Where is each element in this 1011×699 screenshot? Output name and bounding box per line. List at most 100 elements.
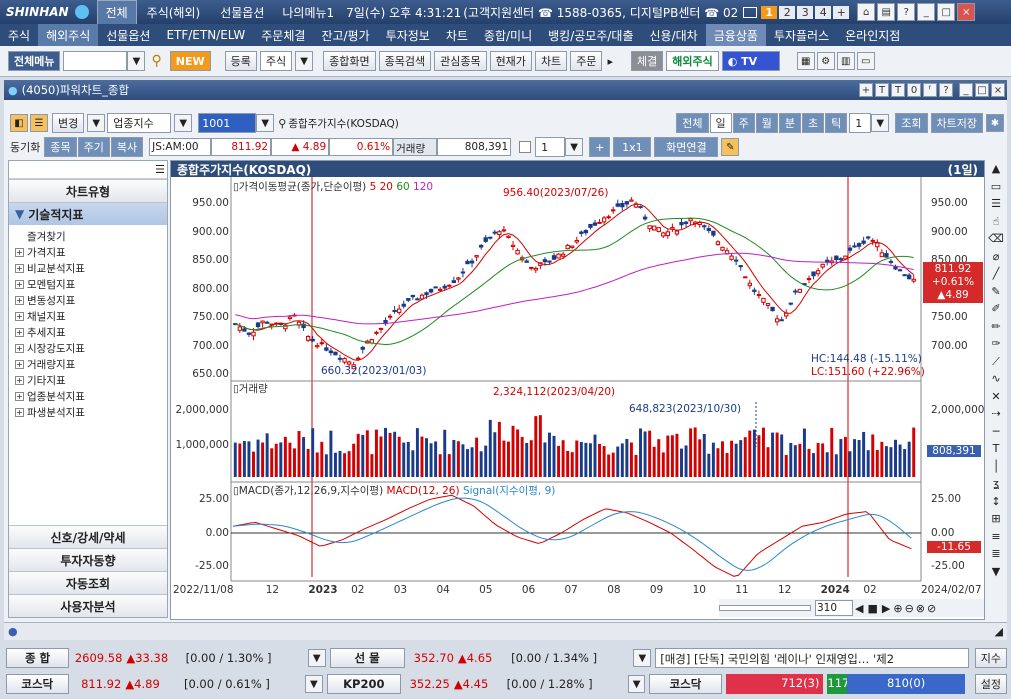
menu-overseas[interactable]: 해외주식 bbox=[38, 24, 99, 46]
menu-info[interactable]: 투자정보 bbox=[385, 28, 430, 43]
chart-settings-icon[interactable]: ✱ bbox=[986, 114, 1004, 132]
auto-lookup-button[interactable]: 자동조회 bbox=[9, 571, 167, 594]
zoom-fit-icon[interactable]: ⊘ bbox=[927, 601, 937, 615]
wave-tool-icon[interactable]: ∿ bbox=[991, 372, 1001, 385]
menu-banking[interactable]: 뱅킹/공모주/대출 bbox=[548, 28, 634, 43]
resize-grip-icon[interactable]: ◢ bbox=[994, 625, 1003, 638]
all-menu-button[interactable]: 전체메뉴 bbox=[8, 51, 61, 71]
menu-order[interactable]: 주문체결 bbox=[261, 28, 306, 43]
kospi-dropdown-icon[interactable]: ▼ bbox=[307, 649, 326, 667]
more-icon[interactable]: ▸ bbox=[607, 54, 613, 68]
sidebar-list-icon[interactable]: ☰ bbox=[155, 163, 165, 176]
maximize-icon[interactable]: □ bbox=[937, 3, 956, 21]
period-sec[interactable]: 초 bbox=[802, 113, 825, 133]
menu-online[interactable]: 온라인지점 bbox=[845, 28, 901, 43]
win-help-icon[interactable]: ? bbox=[939, 83, 953, 97]
page-add[interactable]: + bbox=[833, 5, 850, 19]
chart-button[interactable]: 차트 bbox=[534, 51, 568, 71]
kp200-dropdown-icon[interactable]: ▼ bbox=[627, 675, 646, 693]
minimize-icon[interactable]: _ bbox=[917, 3, 936, 21]
vline-tool-icon[interactable]: │ bbox=[992, 459, 1000, 473]
stock-select[interactable]: 주식 bbox=[259, 51, 293, 71]
zoom-reset-icon[interactable]: ⊗ bbox=[915, 601, 925, 615]
n-select[interactable]: 1 bbox=[535, 137, 566, 157]
page-4[interactable]: 4 bbox=[815, 5, 832, 19]
index-type-select[interactable]: 업종지수 bbox=[107, 113, 172, 133]
index-button[interactable]: 지수 bbox=[974, 648, 1007, 668]
brush-tool-icon[interactable]: ✏ bbox=[991, 319, 1001, 333]
menu-products[interactable]: 금융상품 bbox=[705, 24, 766, 46]
text-tool-icon[interactable]: T bbox=[992, 442, 1000, 455]
tree-item[interactable]: + 비교분석지표 bbox=[15, 262, 85, 275]
tab-all[interactable]: 전체 bbox=[96, 0, 137, 25]
tab-futures[interactable]: 선물옵션 bbox=[220, 5, 265, 20]
tree-item[interactable]: + 업종분석지표 bbox=[15, 390, 85, 403]
futures-dropdown-icon[interactable]: ▼ bbox=[633, 649, 652, 667]
index-dropdown-icon[interactable]: ▼ bbox=[174, 114, 193, 132]
win-pin-icon[interactable]: T bbox=[875, 83, 889, 97]
menu-search-input[interactable] bbox=[63, 51, 128, 71]
fill-button[interactable]: 체결 bbox=[630, 51, 664, 71]
overview-button[interactable]: 종합화면 bbox=[323, 51, 376, 71]
close-icon[interactable]: × bbox=[957, 3, 976, 21]
scroll-track[interactable] bbox=[719, 605, 811, 611]
box-tool-icon[interactable]: ⊞ bbox=[991, 512, 1001, 525]
menu-futures[interactable]: 선물옵션 bbox=[106, 28, 151, 43]
hline-tool-icon[interactable]: ─ bbox=[992, 424, 1000, 438]
eraser-tool-icon[interactable]: ⌀ bbox=[992, 249, 1000, 263]
user-analysis-button[interactable]: 사용자분석 bbox=[9, 594, 167, 617]
order-button[interactable]: 주문 bbox=[570, 51, 603, 71]
cross-tool-icon[interactable]: ✕ bbox=[991, 389, 1001, 403]
win-t-icon[interactable]: T bbox=[891, 83, 905, 97]
fib-tool-icon[interactable]: ≡ bbox=[991, 529, 1001, 543]
fib2-tool-icon[interactable]: ≣ bbox=[991, 547, 1001, 560]
chart-svg[interactable] bbox=[171, 177, 985, 620]
menu-stock[interactable]: 주식 bbox=[8, 28, 31, 43]
investor-button[interactable]: 투자자동향 bbox=[9, 548, 167, 571]
settings-icon[interactable]: ⚙ bbox=[816, 52, 835, 70]
change-dropdown-icon[interactable]: ▼ bbox=[87, 114, 106, 132]
quote-button[interactable]: 현재가 bbox=[489, 51, 532, 71]
tab-overseas[interactable]: 주식(해외) bbox=[146, 5, 201, 20]
sync-copy-tab[interactable]: 복사 bbox=[110, 137, 144, 157]
lookup-button[interactable]: 조회 bbox=[895, 113, 928, 133]
news-ticker[interactable]: [매경] [단독] 국민의힘 '레이나' 인재영입… '제2 bbox=[655, 648, 969, 668]
code-search-icon[interactable]: ⚲ bbox=[278, 116, 287, 130]
grid-icon[interactable]: ▥ bbox=[836, 52, 855, 70]
stop-icon[interactable]: ■ bbox=[867, 601, 878, 615]
period-all[interactable]: 전체 bbox=[676, 113, 709, 133]
color-box-icon[interactable] bbox=[519, 141, 532, 153]
win-plus-icon[interactable]: + bbox=[859, 83, 873, 97]
tree-favorites[interactable]: 즐겨찾기 bbox=[27, 230, 66, 243]
layout1-icon[interactable]: ◧ bbox=[10, 114, 28, 132]
layout2-icon[interactable]: ☰ bbox=[30, 114, 48, 132]
footer-circle-icon[interactable]: ● bbox=[8, 625, 18, 638]
print-icon[interactable]: ▤ bbox=[877, 3, 896, 21]
tree-item[interactable]: + 거래량지표 bbox=[15, 358, 76, 371]
line-tool-icon[interactable]: ╱ bbox=[992, 267, 1000, 280]
hand-tool-icon[interactable]: ☝ bbox=[992, 214, 1000, 228]
overseas-stock-button[interactable]: 해외주식 bbox=[666, 51, 719, 71]
trend-tool-icon[interactable]: ⟋ bbox=[992, 354, 1000, 368]
tree-item[interactable]: + 파생분석지표 bbox=[15, 406, 85, 419]
tv-button[interactable]: ◐ TV bbox=[721, 51, 780, 71]
period-tick[interactable]: 틱 bbox=[825, 113, 848, 133]
stock-dropdown-icon[interactable]: ▼ bbox=[295, 51, 314, 71]
monitor-icon[interactable] bbox=[743, 6, 758, 18]
stock-search-button[interactable]: 종목검색 bbox=[378, 51, 432, 71]
play-icon[interactable]: ▶ bbox=[881, 601, 891, 615]
code-dropdown-icon[interactable]: ▼ bbox=[256, 114, 275, 132]
sync-period-tab[interactable]: 주기 bbox=[77, 137, 110, 157]
tree-item[interactable]: + 가격지표 bbox=[15, 246, 66, 259]
tree-item[interactable]: + 변동성지표 bbox=[15, 294, 76, 307]
page-2[interactable]: 2 bbox=[779, 5, 796, 19]
win-min-icon[interactable]: _ bbox=[959, 83, 973, 97]
zoom-in-icon[interactable]: ⊕ bbox=[893, 601, 903, 615]
ratio-button[interactable]: 1x1 bbox=[613, 137, 652, 157]
tree-item[interactable]: + 모멘텀지표 bbox=[15, 278, 76, 291]
scroll-bar[interactable]: 310 ◀ ■ ▶ ⊕ ⊖ ⊗ ⊘ bbox=[719, 599, 984, 617]
n-dropdown-icon[interactable]: ▼ bbox=[565, 138, 584, 156]
menu-credit[interactable]: 신용/대차 bbox=[649, 28, 698, 43]
home-icon[interactable]: ⌂ bbox=[857, 3, 876, 21]
help-icon[interactable]: ? bbox=[897, 3, 916, 21]
